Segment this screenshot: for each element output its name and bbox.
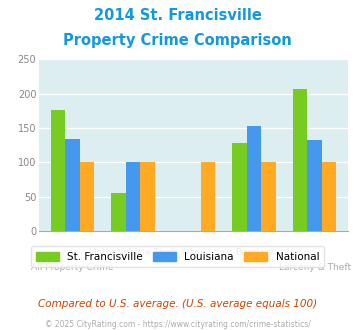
Legend: St. Francisville, Louisiana, National: St. Francisville, Louisiana, National [31,247,324,267]
Text: Larceny & Theft: Larceny & Theft [279,263,351,272]
Bar [261,162,276,231]
Text: Motor Vehicle Theft: Motor Vehicle Theft [89,248,177,257]
Text: Property Crime Comparison: Property Crime Comparison [63,33,292,48]
Bar [307,140,322,231]
Bar [65,139,80,231]
Text: All Property Crime: All Property Crime [31,263,114,272]
Text: 2014 St. Francisville: 2014 St. Francisville [94,8,261,23]
Bar [322,162,337,231]
Bar [232,143,247,231]
Bar [201,162,215,231]
Text: © 2025 CityRating.com - https://www.cityrating.com/crime-statistics/: © 2025 CityRating.com - https://www.city… [45,320,310,329]
Text: Compared to U.S. average. (U.S. average equals 100): Compared to U.S. average. (U.S. average … [38,299,317,309]
Bar [140,162,155,231]
Bar [126,162,140,231]
Bar [50,110,65,231]
Bar [293,89,307,231]
Bar [247,126,261,231]
Bar [80,162,94,231]
Text: Arson: Arson [181,248,206,257]
Bar [111,193,126,231]
Text: Burglary: Burglary [235,248,273,257]
